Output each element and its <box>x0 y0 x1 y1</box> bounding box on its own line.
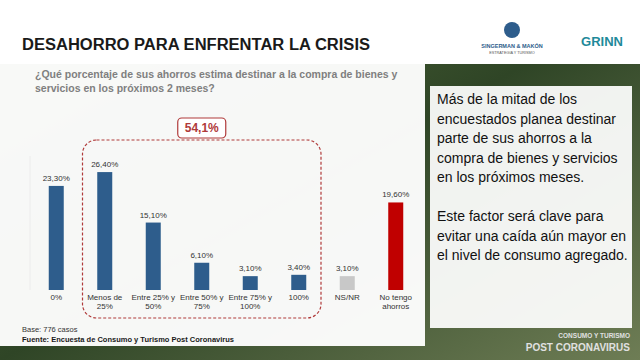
chart-panel <box>0 64 425 346</box>
source-note: Fuente: Encuesta de Consumo y Turismo Po… <box>22 335 234 344</box>
subtitle: ¿Qué porcentaje de sus ahorros estima de… <box>35 68 398 94</box>
bar <box>194 263 209 290</box>
data-label: 19,60% <box>382 190 409 199</box>
category-label: Entre 25% y50% <box>131 293 175 311</box>
commentary: Más de la mitad de losencuestados planea… <box>437 91 618 185</box>
footer: POST CORONAVIRUS <box>526 342 631 353</box>
data-label: 3,10% <box>336 264 359 273</box>
logo-emblem <box>504 22 520 38</box>
bars <box>49 172 404 290</box>
bar <box>340 276 355 290</box>
bar <box>243 276 258 290</box>
background <box>0 0 640 360</box>
category-label: No tengoahorros <box>380 293 413 311</box>
slide: DESAHORRO PARA ENFRENTAR LA CRISIS SINGER… <box>0 0 640 360</box>
bar <box>49 186 64 290</box>
bar <box>97 172 112 290</box>
data-label: 3,40% <box>287 263 310 272</box>
logo-text: SINGERMAN & MAKÓN <box>481 42 542 49</box>
value-axis-line <box>30 156 31 290</box>
base-note: Base: 776 casos <box>22 325 78 334</box>
bar <box>291 275 306 290</box>
commentary: Este factor será clave paraevitar una ca… <box>437 208 628 263</box>
logo-text: GRINN <box>581 34 623 49</box>
highlight-bracket <box>83 140 322 318</box>
data-label: 23,30% <box>43 174 70 183</box>
category-label: NS/NR <box>335 293 360 302</box>
data-label: 3,10% <box>239 264 262 273</box>
category-label: 100% <box>289 293 309 302</box>
category-label: Entre 75% y100% <box>228 293 272 311</box>
category-label: Entre 50% y75% <box>180 293 224 311</box>
commentary-panel <box>430 86 632 328</box>
category-label: 0% <box>50 293 62 302</box>
logo-subtext: ESTRATEGIA Y TURISMO <box>489 51 535 55</box>
data-label: 26,40% <box>91 160 118 169</box>
annotation-box <box>178 118 226 138</box>
title: DESAHORRO PARA ENFRENTAR LA CRISIS <box>22 36 370 53</box>
data-label: 15,10% <box>140 211 167 220</box>
footer: CONSUMO Y TURISMO <box>558 332 630 339</box>
labels: 23,30% 0% 26,40% Menos de25% 15,10% Entre 25%… <box>43 160 413 311</box>
category-label: Menos de25% <box>87 293 123 311</box>
header-band <box>0 0 640 64</box>
bar <box>146 223 161 290</box>
bar <box>388 202 403 290</box>
data-label: 6,10% <box>190 251 213 260</box>
annotation: 54,1% <box>185 121 219 135</box>
